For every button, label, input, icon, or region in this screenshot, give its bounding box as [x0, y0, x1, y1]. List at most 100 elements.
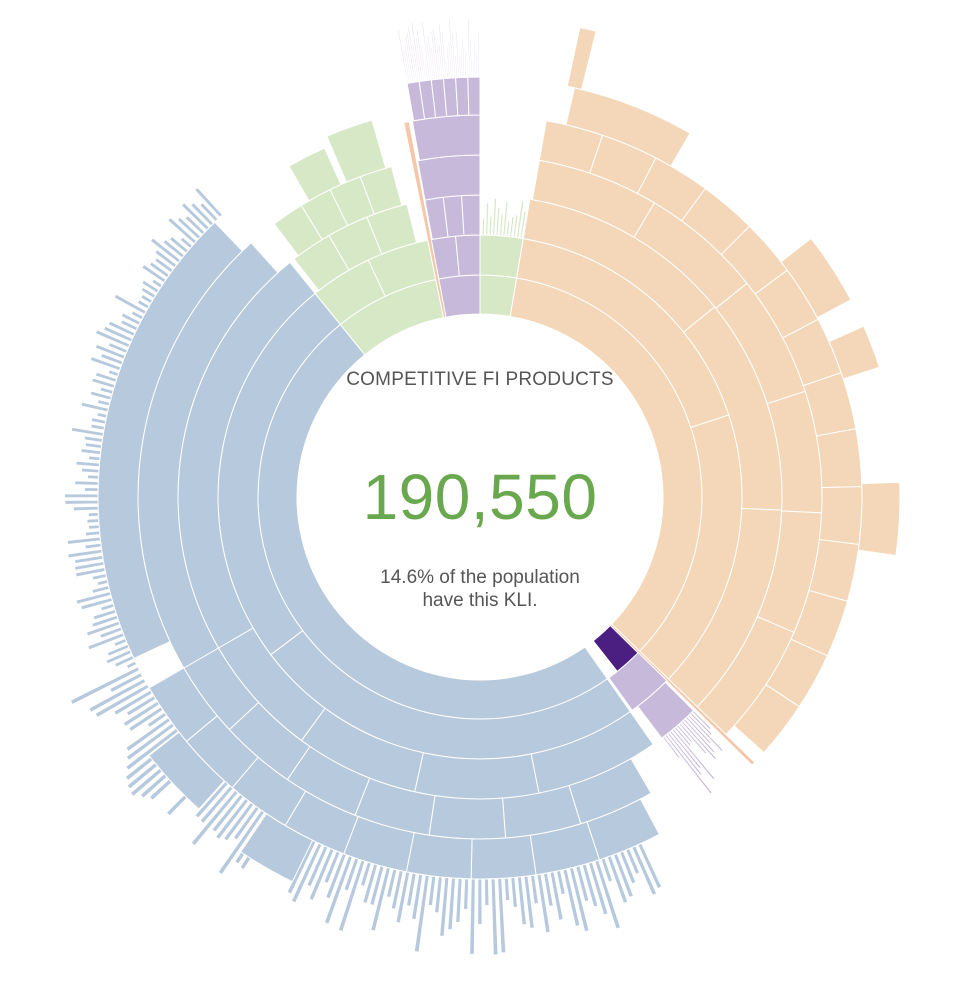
blue-sliver-b-49: [89, 355, 122, 372]
lavender2-sliver-13: [662, 735, 681, 760]
blue-sliver-b-10: [99, 602, 115, 612]
lavender-sliver-21: [440, 30, 447, 79]
blue-sliver-a-2: [625, 847, 641, 876]
blue-sliver-a-11: [568, 866, 590, 933]
blue-sliver-b-19: [67, 548, 103, 559]
lavender2-sliver-0: [691, 709, 713, 731]
blue-sliver-b-44: [89, 390, 113, 401]
blue-sliver-b-65: [141, 263, 167, 284]
lavender-sliver-10: [420, 45, 427, 82]
blue-sliver-b-7: [85, 620, 121, 637]
blue-sliver-b-17: [73, 560, 105, 571]
blue-sliver-b-53: [94, 329, 131, 349]
lavender-ring2-1: [455, 234, 481, 277]
blue-sliver-a-87: [88, 677, 147, 714]
blue-sliver-a-42: [359, 861, 372, 887]
blue-sliver-b-62: [140, 286, 157, 299]
lavender-sliver-13: [425, 39, 433, 81]
blue-sliver-a-37: [390, 869, 404, 910]
blue-sliver-b-38: [70, 426, 105, 437]
lavender-ring4: [417, 154, 481, 201]
green2-sliver-4: [495, 207, 501, 237]
blue-sliver-b-77: [189, 201, 215, 227]
lavender-sliver-30: [460, 52, 464, 78]
blue-sliver-b-26: [72, 505, 99, 512]
lavender-sliver-31: [461, 38, 466, 78]
peach-spike: [566, 26, 597, 91]
blue-ring3a-1: [414, 752, 540, 800]
lavender-sliver-25: [448, 17, 455, 79]
green2-sliver-11: [519, 210, 527, 239]
blue-sliver-a-26: [469, 878, 476, 955]
lavender-sliver-27: [454, 55, 458, 79]
blue-sliver-a-66: [199, 785, 234, 825]
blue-sliver-a-67: [194, 780, 229, 819]
blue-sliver-a-40: [369, 865, 385, 907]
lavender-sliver-23: [445, 46, 451, 79]
blue-sliver-a-82: [127, 706, 164, 733]
blue-sliver-a-61: [232, 805, 260, 841]
lavender-sliver-12: [421, 21, 431, 81]
blue-sliver-a-8: [587, 861, 609, 916]
blue-sliver-a-80: [125, 717, 172, 753]
blue-sliver-b-9: [92, 608, 117, 621]
green2-sliver-8: [509, 215, 515, 238]
sunburst-rings: [63, 17, 901, 956]
green2-sliver-10: [515, 200, 525, 239]
lavender-sliver-34: [466, 18, 471, 78]
blue-sliver-b-52: [107, 341, 129, 354]
blue-sliver-a-24: [483, 878, 490, 907]
blue-sliver-a-46: [325, 852, 347, 900]
green2-sliver-1: [485, 202, 490, 236]
lavender-sliver-6: [411, 41, 420, 83]
lavender-sliver-32: [463, 47, 467, 78]
blue-sliver-a-85: [112, 689, 154, 716]
green2-sliver-0: [481, 217, 486, 236]
blue-sliver-a-32: [427, 875, 437, 907]
lavender-sliver-26: [451, 32, 456, 79]
blue-sliver-b-2: [105, 649, 133, 665]
blue-sliver-b-72: [179, 236, 194, 250]
blue-sliver-b-47: [94, 371, 118, 383]
blue-sliver-b-64: [151, 278, 164, 289]
blue-sliver-b-51: [94, 343, 126, 360]
center-value: 190,550: [362, 461, 598, 533]
blue-sliver-b-34: [87, 455, 101, 462]
lavender-sliver-17: [432, 28, 440, 80]
blue-sliver-a-64: [211, 793, 245, 833]
blue-sliver-b-12: [75, 591, 112, 605]
lavender-sliver-8: [414, 37, 424, 82]
blue-sliver-b-25: [87, 511, 100, 518]
lavender2-sliver-6: [678, 722, 708, 755]
lavender-ring6-4: [455, 76, 470, 117]
blue-sliver-a-65: [190, 789, 239, 847]
blue-sliver-a-19: [516, 876, 528, 926]
blue-sliver-b-57: [120, 312, 142, 326]
green2-sliver-6: [502, 200, 509, 237]
lavender-sliver-5: [406, 25, 418, 83]
blue-sliver-b-27: [64, 499, 99, 505]
blue-sliver-a-27: [462, 878, 470, 910]
lavender-sliver-14: [426, 34, 435, 81]
blue-sliver-a-28: [455, 877, 463, 924]
lavender2-sliver-7: [676, 724, 694, 744]
lavender2-sliver-11: [666, 731, 703, 777]
blue-sliver-b-20: [84, 542, 102, 550]
blue-sliver-b-4: [113, 637, 128, 648]
blue-sliver-a-62: [222, 801, 255, 842]
blue-sliver-a-84: [125, 694, 157, 717]
blue-sliver-b-50: [99, 352, 124, 366]
blue-sliver-a-63: [214, 797, 250, 841]
blue-sliver-a-3: [618, 850, 637, 885]
blue-sliver-b-31: [86, 474, 100, 480]
blue-sliver-a-41: [362, 863, 379, 905]
blue-sliver-b-35: [80, 447, 102, 456]
blue-sliver-b-23: [87, 524, 100, 530]
lavender-sliver-19: [437, 43, 444, 80]
blue-sliver-a-49: [306, 845, 329, 888]
blue-sliver-a-48: [308, 847, 335, 902]
lavender-sliver-37: [473, 44, 477, 78]
lavender2-sliver-3: [685, 716, 712, 745]
blue-sliver-b-79: [193, 186, 224, 218]
